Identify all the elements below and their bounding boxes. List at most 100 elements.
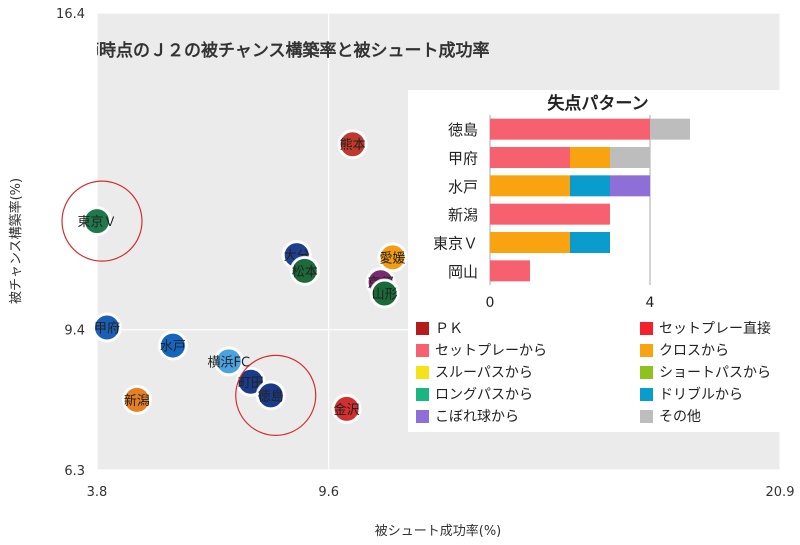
legend-item: ドリブルから [640, 386, 743, 403]
y-tick-labels: 6.3 9.4 16.4 [56, 7, 85, 479]
y-axis-label: 被チャンス構築率(%) [8, 178, 24, 304]
legend-label: セットプレー直接 [659, 320, 771, 337]
point-label: 新潟 [124, 393, 150, 409]
legend-label: セットプレーから [435, 343, 547, 359]
inset-bar-segment [570, 175, 610, 197]
point-marker [92, 313, 121, 342]
legend-item: セットプレー直接 [640, 320, 771, 337]
data-point: 山形 [369, 278, 400, 309]
chart-title: 第６節時点のＪ２の被チャンス構築率と被シュート成功率 [48, 40, 490, 61]
inset-bars [490, 118, 690, 282]
legend-swatch [640, 388, 653, 401]
legend-swatch [416, 344, 429, 357]
point-marker [256, 381, 285, 410]
inset-bar-segment [490, 203, 610, 225]
legend-swatch [640, 410, 653, 423]
data-point: 甲府 [91, 312, 122, 343]
inset-title: 失点パターン [547, 93, 648, 114]
scatter-points: 熊本東京Ｖ愛媛大分松本京都山形甲府水戸横浜FC町田徳島新潟金沢 [77, 129, 408, 424]
data-point: 熊本 [337, 129, 368, 160]
legend-item: スルーパスから [416, 365, 533, 381]
legend-swatch [416, 388, 429, 401]
x-tick-label: 9.6 [318, 485, 339, 500]
inset-category-label: 東京Ｖ [433, 235, 478, 253]
highlight-circle [235, 354, 317, 436]
data-point: 水戸 [157, 330, 188, 361]
x-tick-labels: 3.8 9.6 20.9 [87, 485, 795, 500]
point-marker [378, 243, 407, 272]
highlight-circle [61, 180, 143, 262]
legend-swatch [640, 366, 653, 379]
inset-bar-segment [490, 175, 570, 197]
point-label: 松本 [292, 265, 318, 280]
legend-swatch [416, 410, 429, 423]
legend-swatch [640, 322, 653, 335]
inset-category-label: 甲府 [448, 150, 478, 168]
legend-item: ロングパスから [416, 387, 533, 403]
legend-label: ドリブルから [659, 386, 743, 403]
inset-plot-area [490, 115, 690, 285]
data-point: 横浜FC [208, 346, 250, 377]
legend-label: スルーパスから [435, 365, 533, 381]
point-label: 甲府 [94, 321, 120, 336]
point-marker [290, 256, 319, 285]
legend-item: ショートパスから [640, 365, 771, 381]
legend-item: ＰＫ [416, 321, 463, 337]
y-tick-label: 16.4 [56, 7, 85, 22]
inset-tick-label: 0 [486, 295, 495, 311]
point-marker [214, 347, 243, 376]
legend-swatch [640, 344, 653, 357]
point-marker [122, 385, 151, 414]
legend-item: セットプレーから [416, 343, 547, 359]
legend-swatch [416, 366, 429, 379]
point-label: 愛媛 [380, 251, 406, 266]
inset-category-label: 水戸 [448, 178, 478, 196]
point-label: 町田 [238, 376, 264, 391]
data-point: 愛媛 [377, 242, 408, 273]
x-axis-label: 被シュート成功率(%) [375, 523, 502, 539]
point-marker [338, 130, 367, 159]
highlight-circles [61, 180, 317, 436]
inset-bar-segment [610, 175, 650, 197]
inset-bar-segment [610, 147, 650, 168]
inset-bar-segment [490, 260, 530, 282]
inset-tick-label: 4 [646, 295, 655, 311]
y-tick-label: 6.3 [64, 464, 85, 479]
inset-bar-segment [650, 118, 690, 140]
point-label: 山形 [372, 288, 398, 303]
point-label: 金沢 [334, 402, 360, 418]
y-tick-label: 9.4 [64, 324, 85, 339]
legend-swatch [416, 322, 429, 335]
legend-label: その他 [659, 409, 701, 425]
legend-label: ショートパスから [659, 365, 771, 381]
left-margin-mask [0, 13, 97, 470]
x-tick-label: 3.8 [87, 485, 108, 500]
legend-item: こぼれ球から [416, 409, 519, 425]
data-point: 東京Ｖ [77, 206, 117, 237]
data-point: 新潟 [121, 384, 152, 415]
inset-bar-segment [570, 147, 610, 168]
inset-bar-segment [490, 232, 570, 253]
point-marker [332, 394, 361, 423]
inset-category-label: 新潟 [448, 206, 478, 224]
inset-category-label: 徳島 [448, 121, 478, 139]
legend-label: ＰＫ [435, 321, 463, 337]
point-marker [370, 279, 399, 308]
inset-category-label: 岡山 [448, 263, 478, 281]
data-point: 金沢 [331, 393, 362, 424]
point-label: 東京Ｖ [77, 214, 116, 230]
point-marker [83, 207, 111, 236]
inset-bar-segment [490, 118, 650, 140]
point-label: 熊本 [340, 137, 366, 153]
legend-item: クロスから [640, 343, 729, 359]
data-point: 松本 [289, 255, 320, 286]
inset-bar-segment [570, 232, 610, 253]
inset-frame [489, 115, 690, 285]
legend-label: ロングパスから [435, 387, 533, 403]
legend-label: クロスから [659, 343, 729, 359]
